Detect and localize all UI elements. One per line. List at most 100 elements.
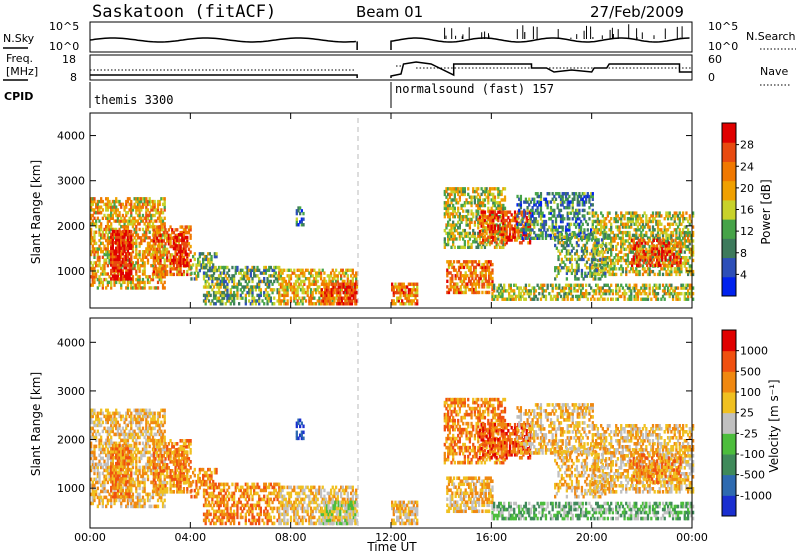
power-cell	[443, 245, 446, 250]
power-cell	[503, 235, 507, 239]
power-cell	[324, 288, 327, 292]
power-cell	[491, 285, 494, 289]
power-cell	[202, 293, 206, 298]
power-cell	[483, 218, 487, 223]
power-cell	[448, 195, 451, 199]
power-cell	[582, 235, 585, 239]
power-cell	[578, 225, 581, 229]
power-cell	[296, 274, 299, 278]
power-cell	[518, 197, 521, 201]
power-cell	[121, 241, 125, 245]
power-cell	[559, 214, 563, 218]
power-cell	[167, 239, 171, 243]
power-cell	[608, 286, 611, 290]
power-cell	[135, 250, 138, 254]
power-cell	[138, 208, 141, 212]
power-cell	[469, 279, 472, 284]
power-cell	[466, 265, 469, 270]
power-cell	[571, 217, 574, 221]
power-cell	[632, 255, 635, 259]
power-cell	[182, 256, 186, 260]
power-cell	[186, 263, 189, 268]
power-cell	[90, 261, 93, 265]
power-cell	[677, 255, 681, 259]
power-cell	[520, 241, 523, 245]
power-cell	[202, 252, 205, 256]
power-cell	[581, 192, 584, 196]
power-cell	[187, 225, 191, 229]
power-cell	[533, 197, 536, 201]
power-cell	[234, 293, 237, 298]
power-cell	[593, 219, 596, 224]
power-cell	[526, 236, 529, 240]
power-cell	[541, 222, 544, 227]
power-cell	[500, 203, 503, 208]
power-cell	[470, 203, 473, 208]
power-cell	[497, 187, 500, 191]
power-cell	[561, 297, 564, 301]
power-cell	[96, 263, 99, 268]
power-cell	[452, 226, 455, 230]
power-cell	[636, 272, 640, 277]
power-cell	[402, 293, 405, 298]
power-cell	[611, 272, 615, 277]
power-cell	[623, 225, 626, 229]
power-cell	[626, 239, 630, 243]
power-cell	[146, 261, 150, 265]
power-cell	[163, 197, 166, 201]
power-cell	[105, 216, 108, 220]
power-cell	[158, 199, 161, 204]
power-cell	[673, 214, 676, 218]
power-cell	[236, 296, 239, 300]
power-cell	[570, 232, 574, 237]
power-cell	[206, 279, 209, 284]
power-cell	[484, 268, 487, 272]
power-cell	[529, 236, 533, 240]
power-cell	[258, 293, 261, 298]
power-cell	[166, 264, 169, 268]
power-cell	[342, 296, 345, 300]
power-cell	[138, 197, 141, 201]
power-cell	[293, 290, 296, 295]
power-cell	[443, 242, 446, 247]
power-cell	[601, 286, 604, 290]
power-cell	[204, 285, 207, 289]
power-cell	[141, 255, 145, 259]
power-cell	[214, 296, 217, 300]
power-cell	[651, 291, 655, 296]
power-cell	[505, 235, 508, 239]
power-cell	[641, 222, 645, 226]
power-cell	[587, 238, 590, 242]
power-cell	[135, 224, 138, 229]
power-cell	[320, 299, 324, 303]
power-cell	[487, 206, 490, 211]
power-cell	[472, 240, 475, 244]
power-cell	[128, 277, 131, 281]
power-cell	[471, 287, 474, 292]
power-cell	[401, 302, 404, 306]
power-cell	[261, 271, 264, 275]
power-cell	[120, 283, 123, 287]
power-cell	[630, 211, 633, 215]
power-cell	[354, 299, 357, 303]
power-cell	[583, 228, 586, 232]
power-cell	[523, 211, 526, 215]
power-cell	[125, 219, 128, 223]
power-cell	[486, 262, 489, 267]
power-cell	[456, 287, 459, 292]
power-cell	[130, 205, 133, 209]
power-cell	[681, 283, 685, 287]
power-cell	[600, 228, 603, 232]
power-cell	[465, 231, 468, 236]
power-cell	[589, 228, 593, 232]
power-cell	[206, 293, 209, 298]
power-cell	[488, 218, 492, 223]
power-cell	[159, 225, 162, 229]
power-cell	[655, 233, 658, 238]
power-cell	[115, 213, 118, 218]
power-cell	[130, 238, 133, 242]
power-cell	[161, 244, 164, 249]
power-cell	[477, 260, 481, 264]
power-cell	[332, 285, 335, 289]
